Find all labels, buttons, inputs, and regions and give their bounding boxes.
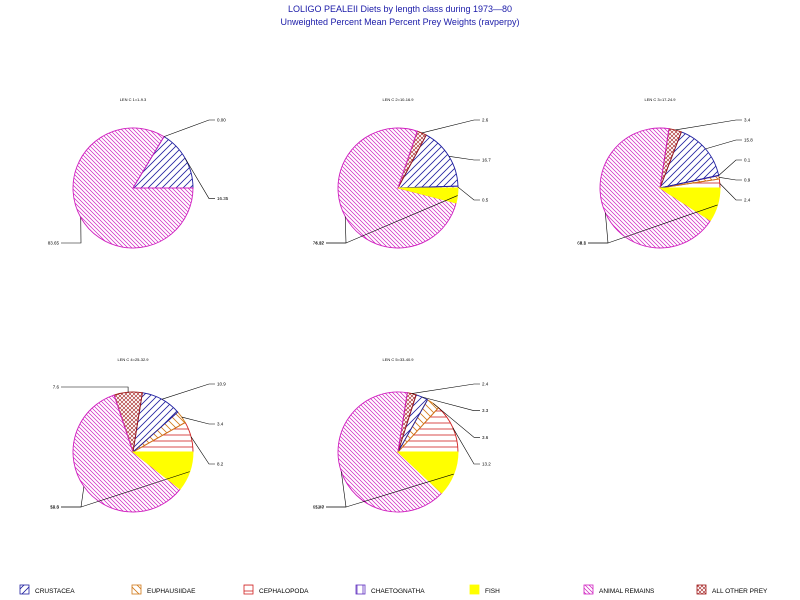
callout-line: [421, 119, 480, 134]
callout-line: [719, 183, 742, 201]
callout-line: [675, 119, 742, 131]
callout-line: [421, 396, 480, 411]
callout-label: 0.5: [482, 198, 489, 203]
callout-line: [163, 119, 215, 137]
callout-label: 16.7: [482, 158, 491, 163]
legend-label-all-other-prey: ALL OTHER PREY: [712, 588, 768, 595]
callout-label: 10.9: [217, 382, 226, 387]
callout-line: [326, 216, 347, 244]
legend-swatch-crustacea: [19, 584, 30, 595]
pie-slice-fish: [397, 187, 459, 204]
callout-line: [457, 186, 480, 201]
callout-line: [181, 416, 215, 425]
legend-swatch-euphausiidae: [131, 584, 142, 595]
callout-label: 2.4: [744, 198, 751, 203]
legend-label-chaetognatha: CHAETOGNATHA: [371, 588, 425, 595]
callout-line: [161, 383, 215, 400]
legend-label-euphausiidae: EUPHAUSIIDAE: [147, 588, 196, 595]
callout-label: 2.6: [482, 118, 489, 123]
pie-slice-fish: [396, 451, 459, 494]
legend-label-fish: FISH: [485, 588, 500, 595]
pie-header: LEN C 3=17-24.9: [644, 97, 676, 102]
callout-line: [326, 473, 454, 508]
callout-line: [705, 139, 742, 150]
callout-label: 9.1: [580, 241, 587, 246]
callout-line: [452, 427, 480, 465]
callout-label: 8.2: [217, 462, 224, 467]
callout-line: [718, 177, 742, 181]
callout-label: 13.2: [482, 462, 491, 467]
callout-label: 7.6: [53, 385, 60, 390]
pie-slice-animal-remains: [337, 391, 443, 513]
callout-line: [588, 212, 609, 244]
callout-label: 83.65: [48, 241, 60, 246]
callout-line: [448, 156, 480, 161]
legend-swatch-animal-remains: [583, 584, 594, 595]
callout-label: 3.4: [744, 118, 751, 123]
callout-line: [61, 486, 85, 508]
callout-line: [588, 204, 718, 244]
pie-header: LEN C 2=10-16.9: [382, 97, 414, 102]
legend-label-animal-remains: ANIMAL REMAINS: [599, 588, 655, 595]
callout-line: [718, 159, 742, 176]
pie-header: LEN C 5=33-40.9: [382, 357, 414, 362]
chart-subtitle: Unweighted Percent Mean Percent Prey Wei…: [281, 17, 520, 27]
pie-header: LEN C 1=1-9.3: [120, 97, 147, 102]
pie-slice-fish: [658, 187, 721, 222]
chart-title: LOLIGO PEALEII Diets by length class dur…: [288, 4, 512, 14]
callout-label: 10.6: [50, 505, 59, 510]
callout-line: [61, 386, 129, 393]
callout-label: 65.47: [313, 505, 325, 510]
pie-1: LEN C 1=1-9.3 0.00 16.35 83.65: [48, 97, 229, 249]
callout-label: 59.3: [50, 505, 59, 510]
callout-label: 0.1: [744, 158, 751, 163]
callout-label: 15.8: [744, 138, 753, 143]
callout-line: [433, 403, 480, 438]
pies-layer: LEN C 1=1-9.3 0.00 16.35 83.65 LEN C 2=10-16…: [48, 97, 753, 513]
callout-line: [326, 195, 458, 244]
callout-line: [61, 217, 82, 244]
pie-header: LEN C 4=25-32.9: [117, 357, 149, 362]
pie-2: LEN C 2=10-16.9 2.6 16.7 0.5 76.174.02: [313, 97, 491, 249]
callout-label: 16.35: [217, 196, 229, 201]
pie-slice-animal-remains: [72, 394, 181, 513]
legend-label-crustacea: CRUSTACEA: [35, 588, 75, 595]
legend-swatch-all-other-prey: [696, 584, 707, 595]
callout-line: [61, 471, 190, 508]
callout-label: 0.9: [744, 178, 751, 183]
pie-3: LEN C 3=17-24.9 3.4 15.8 0.1 0.9 2.4 68.39.1: [577, 97, 753, 249]
legend-swatch-fish: [469, 584, 480, 595]
legend: CRUSTACEA EUPHAUSIIDAE CEPHALOPODA CHAETOGN…: [19, 584, 768, 595]
callout-label: 3.6: [482, 435, 489, 440]
pie-slice-animal-remains: [337, 127, 457, 249]
legend-swatch-cephalopoda: [243, 584, 254, 595]
callout-label: 0.00: [217, 118, 226, 123]
callout-label: 3.4: [217, 422, 224, 427]
legend-swatch-chaetognatha: [355, 584, 366, 595]
callout-label: 4.02: [315, 241, 324, 246]
callout-label: 12.0: [315, 505, 324, 510]
legend-label-cephalopoda: CEPHALOPODA: [259, 588, 309, 595]
callout-label: 68.3: [577, 241, 586, 246]
callout-label: 3.3: [482, 408, 489, 413]
callout-label: 76.17: [313, 241, 325, 246]
pie-4: LEN C 4=25-32.9 10.9 3.4 8.2 7.6 59.310.6: [50, 357, 226, 513]
pie-slice-animal-remains: [72, 127, 194, 249]
callout-line: [411, 383, 480, 394]
callout-label: 2.4: [482, 382, 489, 387]
callout-line: [184, 158, 215, 199]
callout-line: [190, 436, 215, 465]
